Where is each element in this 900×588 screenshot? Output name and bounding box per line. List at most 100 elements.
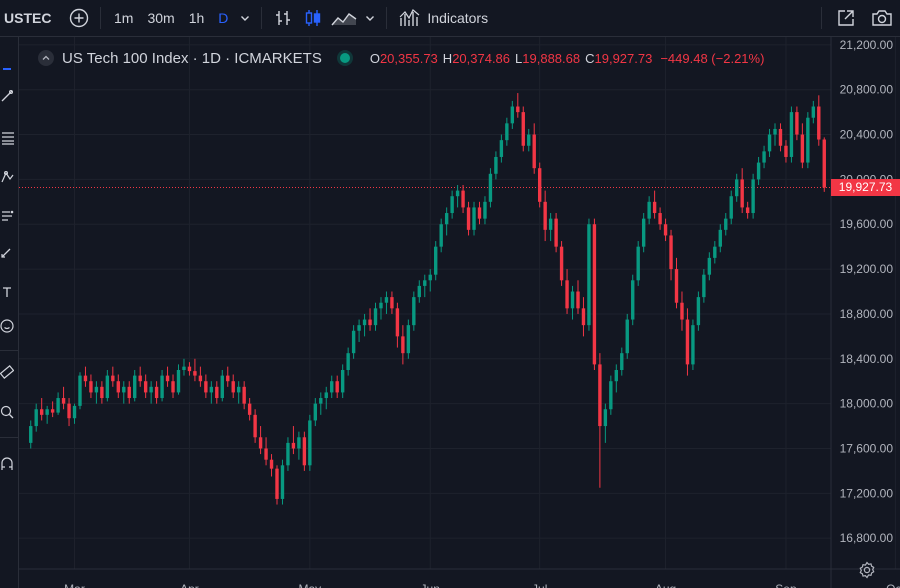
x-tick-label: May xyxy=(299,582,322,588)
candle-body xyxy=(762,151,766,163)
candle xyxy=(198,366,203,387)
candle-body xyxy=(614,370,619,382)
divider xyxy=(386,7,388,29)
cursor-icon[interactable] xyxy=(0,59,14,73)
candle xyxy=(516,93,520,118)
legend-title[interactable]: US Tech 100 Index · 1D · ICMARKETS xyxy=(62,49,322,67)
candle-body xyxy=(773,128,777,135)
candle-body xyxy=(559,246,564,281)
close-value: 19,927.73 xyxy=(594,50,653,66)
candle xyxy=(789,106,794,163)
candle-body xyxy=(357,325,361,331)
open-label: O xyxy=(369,50,380,66)
text-icon[interactable] xyxy=(0,285,14,299)
candle-body xyxy=(182,366,186,370)
brush-icon[interactable] xyxy=(0,245,14,259)
candle xyxy=(160,370,164,402)
chart-type-dropdown[interactable] xyxy=(360,0,380,36)
high-label: H xyxy=(442,50,453,66)
candle xyxy=(34,403,38,432)
candle xyxy=(45,405,49,424)
candle-body xyxy=(395,308,400,337)
candle-body xyxy=(335,381,339,393)
candle xyxy=(494,151,498,180)
interval-dropdown[interactable] xyxy=(235,0,255,36)
candle-body xyxy=(368,319,372,326)
candle-body xyxy=(669,235,673,270)
price-chart[interactable]: 16,800.00 17,200.00 17,600.00 18,000.00 18,4… xyxy=(19,37,900,588)
candle xyxy=(83,366,88,387)
candle xyxy=(379,297,383,320)
bar-style-icon xyxy=(276,11,291,25)
candle xyxy=(236,381,241,404)
prediction-icon[interactable] xyxy=(0,209,14,223)
price-axis[interactable]: 16,800.00 17,200.00 17,600.00 18,000.00 18,4… xyxy=(840,38,894,545)
candle xyxy=(231,374,235,399)
pattern-icon[interactable] xyxy=(0,170,14,184)
interval-30m[interactable]: 30m xyxy=(147,10,175,26)
fib-icon[interactable] xyxy=(0,131,14,145)
fullscreen-button[interactable] xyxy=(828,0,864,36)
interval-1m[interactable]: 1m xyxy=(114,10,134,26)
candle xyxy=(357,319,361,342)
chevron-down-icon xyxy=(366,16,375,21)
candle-body xyxy=(111,375,115,382)
candle xyxy=(335,375,339,399)
candle xyxy=(762,145,766,169)
screenshot-button[interactable] xyxy=(864,0,900,36)
gear-icon[interactable] xyxy=(858,561,876,579)
candle xyxy=(149,381,153,404)
candle xyxy=(264,437,268,466)
bar-style-button[interactable] xyxy=(268,0,298,36)
x-tick-label: Sep xyxy=(775,582,797,588)
candle-body xyxy=(647,201,651,219)
magnet-icon[interactable] xyxy=(0,457,14,471)
time-axis[interactable]: MarAprMayJunJulAugSepOctNov xyxy=(64,582,900,588)
candle xyxy=(50,401,55,418)
candle xyxy=(620,347,624,376)
candle xyxy=(330,375,334,399)
candle-body xyxy=(724,218,728,230)
emoji-icon[interactable] xyxy=(0,319,14,333)
candle xyxy=(477,201,482,225)
x-tick-label: Aug xyxy=(655,582,676,588)
indicators-button[interactable]: Indicators xyxy=(393,0,494,36)
interval-d[interactable]: D xyxy=(218,10,229,26)
candle xyxy=(773,123,777,146)
candle xyxy=(373,302,378,331)
ruler-icon[interactable] xyxy=(0,365,14,379)
candle-body xyxy=(488,173,493,202)
legend-collapse-button[interactable] xyxy=(38,50,54,66)
candle-body xyxy=(165,375,170,382)
candles-button[interactable] xyxy=(298,0,328,36)
candle xyxy=(72,403,77,424)
symbol-search[interactable]: USTEC xyxy=(4,10,52,26)
candle-body xyxy=(822,139,826,188)
trend-line-icon[interactable] xyxy=(0,89,14,103)
candle-body xyxy=(609,381,613,410)
add-symbol-button[interactable] xyxy=(64,0,94,36)
zoom-icon[interactable] xyxy=(0,405,14,419)
area-icon xyxy=(331,13,357,26)
candle xyxy=(669,229,673,281)
candle-body xyxy=(811,106,816,118)
candle xyxy=(368,308,372,331)
candle-body xyxy=(34,409,38,427)
candle xyxy=(138,366,142,387)
candle xyxy=(674,257,679,309)
candle-body xyxy=(537,168,542,202)
candle-body xyxy=(308,420,312,466)
area-chart-button[interactable] xyxy=(328,0,360,36)
candle xyxy=(291,426,296,455)
candle xyxy=(122,381,126,404)
candle xyxy=(817,95,821,146)
interval-1h[interactable]: 1h xyxy=(188,10,205,26)
candle-body xyxy=(631,280,635,320)
candle-body xyxy=(122,386,126,393)
candle xyxy=(111,366,115,387)
candle-body xyxy=(401,336,405,354)
candle xyxy=(116,374,120,399)
candle-body xyxy=(133,375,137,399)
candle-body xyxy=(61,398,66,404)
chevron-up-icon xyxy=(42,55,50,60)
